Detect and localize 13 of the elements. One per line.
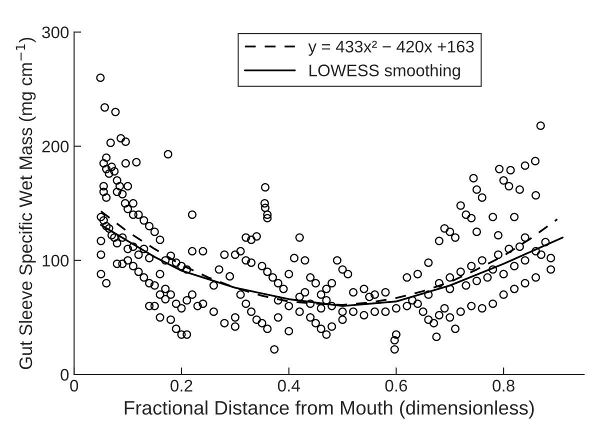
- x-tick-label: 0.6: [385, 380, 408, 392]
- y-tick-label: 100: [42, 254, 69, 267]
- y-tick-label: 0: [60, 368, 69, 381]
- y-tick-label: 300: [42, 26, 69, 38]
- x-tick-label: 0.2: [170, 380, 192, 392]
- legend-label: y = 433x² − 420x +163: [308, 40, 474, 56]
- x-tick-label: 0: [70, 380, 78, 392]
- x-tick-label: 0.4: [278, 380, 300, 392]
- x-axis-title: Fractional Distance from Mouth (dimensionless): [124, 400, 534, 419]
- x-tick-label: 0.8: [492, 380, 514, 392]
- legend-label: LOWESS smoothing: [310, 64, 460, 80]
- y-tick-label: 200: [42, 140, 69, 152]
- y-axis-title: Gut Sleeve Specific Wet Mass (mg cm$^{−1}$): [16, 38, 36, 370]
